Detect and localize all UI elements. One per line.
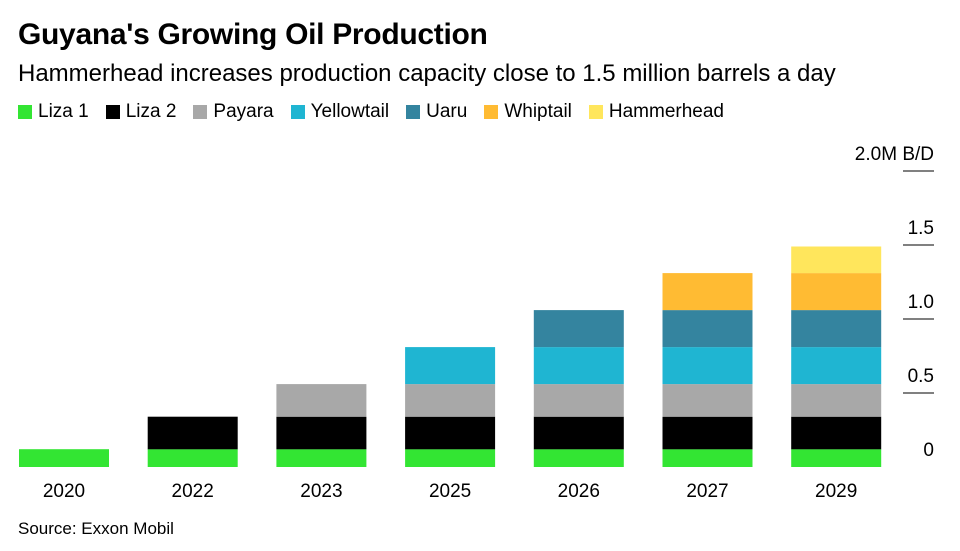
legend-swatch-yellowtail xyxy=(290,105,305,119)
bar-segment-yellowtail-2026 xyxy=(533,347,624,385)
y-tick-label: 0.5 xyxy=(908,366,934,387)
bar-segment-liza-1-2022 xyxy=(147,449,238,467)
bar-segment-liza-1-2027 xyxy=(662,449,753,467)
bar-segment-uaru-2029 xyxy=(791,310,882,348)
bar-segment-liza-2-2025 xyxy=(405,416,496,450)
legend-label-liza-2: Liza 2 xyxy=(125,101,177,122)
bar-segment-liza-1-2023 xyxy=(276,449,367,467)
bar-segment-liza-1-2029 xyxy=(791,449,882,467)
legend-item-hammerhead: Hammerhead xyxy=(588,101,724,123)
bar-segment-payara-2023 xyxy=(276,384,367,417)
bar-segment-liza-1-2026 xyxy=(533,449,624,467)
legend-item-uaru: Uaru xyxy=(406,101,467,123)
legend-swatch-liza-2 xyxy=(105,105,120,119)
legend-swatch-payara xyxy=(193,105,208,119)
bar-segment-liza-2-2022 xyxy=(147,416,238,450)
legend-item-yellowtail: Yellowtail xyxy=(290,101,390,123)
bar-segment-payara-2026 xyxy=(533,384,624,417)
chart-title: Guyana's Growing Oil Production xyxy=(18,18,488,51)
legend-swatch-hammerhead xyxy=(588,105,603,119)
legend-swatch-liza-1 xyxy=(18,105,32,119)
legend-label-yellowtail: Yellowtail xyxy=(310,101,390,122)
x-tick-label: 2020 xyxy=(43,481,85,502)
y-tick-label: 2.0M B/D xyxy=(855,144,934,165)
chart-subtitle: Hammerhead increases production capacity… xyxy=(18,60,836,87)
bar-segment-whiptail-2027 xyxy=(662,273,753,311)
y-tick-label: 1.0 xyxy=(908,292,934,313)
bar-segment-payara-2027 xyxy=(662,384,753,417)
legend-swatch-whiptail xyxy=(484,105,499,119)
legend-item-liza-1: Liza 1 xyxy=(18,101,89,123)
bar-segment-hammerhead-2029 xyxy=(791,246,882,274)
x-tick-label: 2023 xyxy=(300,481,342,502)
bar-segment-liza-2-2029 xyxy=(791,416,882,450)
legend-label-uaru: Uaru xyxy=(426,101,468,122)
bar-segment-liza-1-2020 xyxy=(19,449,109,467)
bar-segment-whiptail-2029 xyxy=(791,273,882,311)
bar-segment-liza-2-2023 xyxy=(276,416,367,450)
bar-segment-payara-2029 xyxy=(791,384,882,417)
legend-label-hammerhead: Hammerhead xyxy=(608,101,724,122)
bar-segment-liza-2-2026 xyxy=(533,416,624,450)
bar-segment-uaru-2027 xyxy=(662,310,753,348)
legend-item-payara: Payara xyxy=(193,101,274,123)
bar-segment-liza-1-2025 xyxy=(405,449,496,467)
legend-item-liza-2: Liza 2 xyxy=(105,101,177,123)
x-tick-label: 2029 xyxy=(815,481,857,502)
legend-label-liza-1: Liza 1 xyxy=(38,101,89,122)
bar-segment-yellowtail-2025 xyxy=(405,347,496,385)
chart-legend: Liza 1 Liza 2 Payara Yellowtail Uaru Whiptail… xyxy=(18,101,741,123)
x-tick-label: 2025 xyxy=(429,481,471,502)
legend-item-whiptail: Whiptail xyxy=(484,101,572,123)
chart-source: Source: Exxon Mobil xyxy=(18,519,174,538)
legend-swatch-uaru xyxy=(406,105,421,119)
x-tick-label: 2022 xyxy=(172,481,214,502)
bar-segment-payara-2025 xyxy=(405,384,496,417)
x-tick-label: 2027 xyxy=(686,481,728,502)
bar-segment-yellowtail-2029 xyxy=(791,347,882,385)
y-tick-label: 1.5 xyxy=(908,218,934,239)
y-tick-label: 0 xyxy=(923,440,934,461)
legend-label-payara: Payara xyxy=(213,101,274,122)
legend-label-whiptail: Whiptail xyxy=(504,101,572,122)
bar-segment-liza-2-2027 xyxy=(662,416,753,450)
bar-segment-uaru-2026 xyxy=(533,310,624,348)
x-tick-label: 2026 xyxy=(558,481,600,502)
bar-segment-yellowtail-2027 xyxy=(662,347,753,385)
